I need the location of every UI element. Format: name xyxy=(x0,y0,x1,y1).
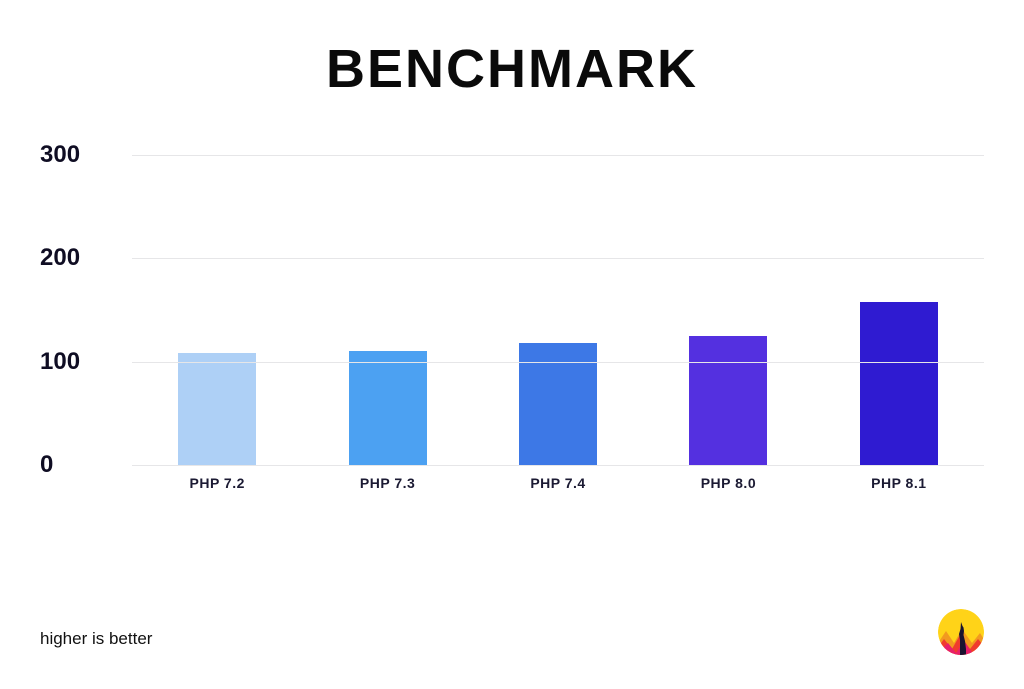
chart-y-tick-label: 200 xyxy=(40,244,124,272)
chart-bar xyxy=(178,353,256,465)
chart-x-tick-label: PHP 7.3 xyxy=(302,475,472,491)
chart-bars xyxy=(132,155,984,465)
chart-bar-slot xyxy=(814,155,984,465)
chart-bar xyxy=(349,351,427,465)
chart-bar-slot xyxy=(473,155,643,465)
chart-x-tick-label: PHP 7.4 xyxy=(473,475,643,491)
chart-bar xyxy=(860,302,938,465)
chart-gridline xyxy=(132,155,984,156)
chart-y-tick-label: 0 xyxy=(40,451,124,479)
chart-bar-slot xyxy=(302,155,472,465)
page: BENCHMARK PHP 7.2PHP 7.3PHP 7.4PHP 8.0PH… xyxy=(0,0,1024,689)
page-title: BENCHMARK xyxy=(0,38,1024,100)
chart-y-tick-label: 100 xyxy=(40,348,124,376)
chart-footnote: higher is better xyxy=(40,629,152,649)
chart-plot-area xyxy=(132,155,984,465)
benchmark-chart: PHP 7.2PHP 7.3PHP 7.4PHP 8.0PHP 8.1 0 100… xyxy=(40,155,984,495)
chart-gridline xyxy=(132,362,984,363)
brand-logo xyxy=(938,609,984,655)
wolf-sunset-icon xyxy=(938,609,984,655)
chart-x-tick-label: PHP 7.2 xyxy=(132,475,302,491)
chart-gridline xyxy=(132,465,984,466)
chart-bar-slot xyxy=(643,155,813,465)
chart-x-tick-label: PHP 8.1 xyxy=(814,475,984,491)
chart-bar-slot xyxy=(132,155,302,465)
chart-gridline xyxy=(132,258,984,259)
chart-bar xyxy=(689,336,767,465)
chart-x-tick-label: PHP 8.0 xyxy=(643,475,813,491)
chart-x-labels: PHP 7.2PHP 7.3PHP 7.4PHP 8.0PHP 8.1 xyxy=(132,475,984,491)
chart-y-tick-label: 300 xyxy=(40,141,124,169)
